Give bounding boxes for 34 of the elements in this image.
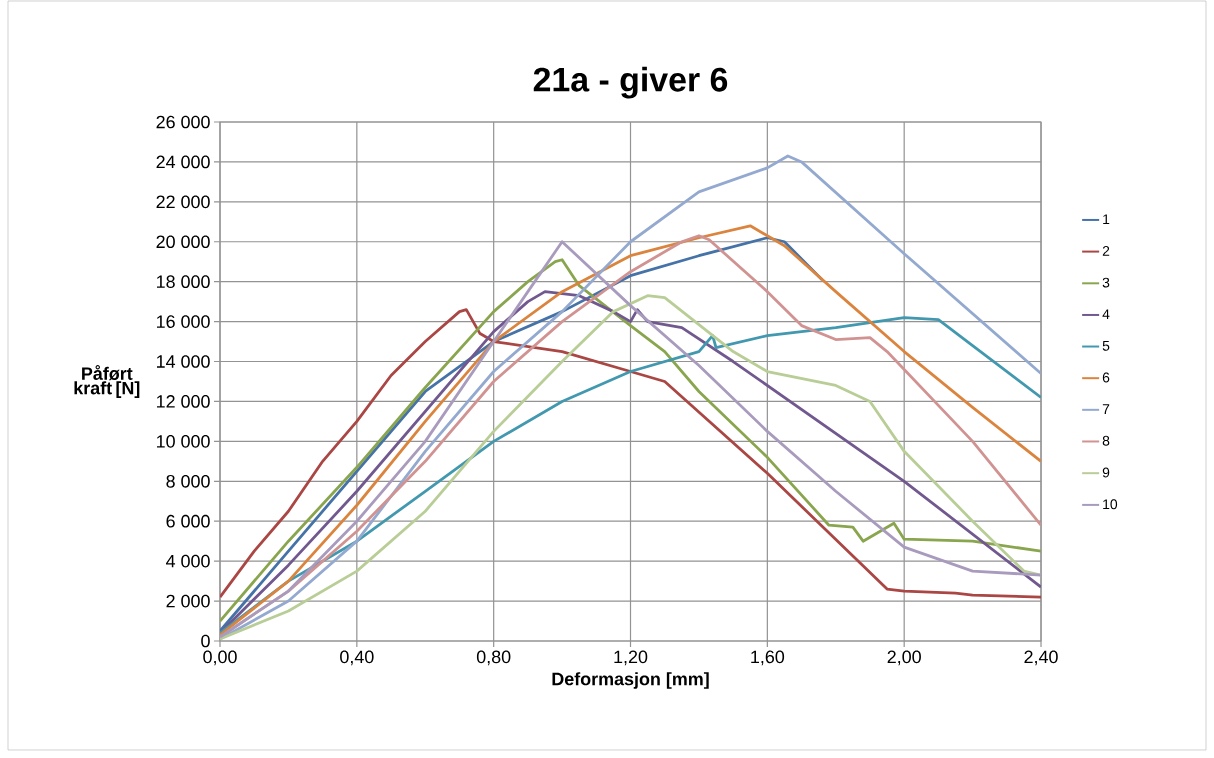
x-tick-label: 2,40 [1024,650,1058,666]
legend-label: 6 [1102,372,1110,383]
legend-label: 8 [1102,435,1110,446]
x-tick-label: 0,80 [476,650,511,666]
legend-label: 10 [1103,499,1118,510]
legend-label: 9 [1102,467,1110,478]
y-tick-label: 6 000 [166,514,210,528]
legend-label: 7 [1102,404,1110,414]
y-tick-label: 20 000 [156,235,210,249]
x-axis-title: Deformasjon [mm] [552,672,709,689]
legend-label: 1 [1103,214,1110,224]
x-tick-label: 1,60 [751,650,785,666]
legend-label: 5 [1102,340,1110,351]
y-tick-label: 14 000 [157,355,210,368]
legend-label: 4 [1102,309,1110,320]
legend-label: 3 [1102,277,1110,288]
y-tick-label: 10 000 [157,435,210,448]
y-tick-label: 2 000 [166,594,210,608]
x-tick-label: 0,40 [340,650,374,666]
y-tick-label: 4 000 [166,554,210,568]
y-axis-title: Påført kraft [N] [74,365,140,398]
y-tick-label: 8 000 [166,474,210,488]
y-tick-label: 22 000 [156,195,210,209]
legend-label: 2 [1102,245,1110,256]
chart-title: 21a - giver 6 [533,66,728,99]
y-tick-label: 16 000 [157,315,210,328]
x-tick-label: 2,00 [887,650,921,666]
x-tick-label: 1,20 [614,650,648,666]
y-tick-label: 26 000 [156,115,210,129]
y-tick-label: 0 [201,634,210,648]
x-tick-label: 0,00 [203,650,237,666]
y-tick-label: 12 000 [157,395,210,408]
y-tick-label: 18 000 [157,275,210,289]
y-tick-label: 24 000 [156,155,210,169]
